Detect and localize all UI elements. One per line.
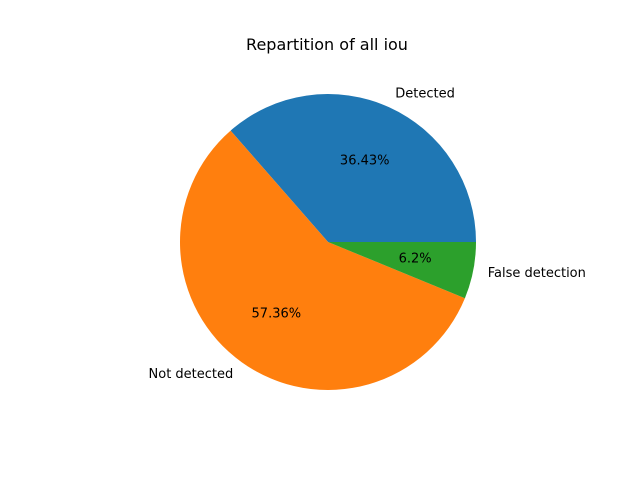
pie-labels: Detected 36.43% Not detected 57.36% False de… [149, 86, 586, 382]
pie-slice-false-detection [328, 242, 476, 299]
slice-label-not-detected: Not detected [149, 367, 234, 382]
slice-label-false-detection: False detection [488, 266, 586, 281]
slice-percent-false-detection: 6.2% [399, 252, 432, 267]
pie-slice-not-detected [180, 130, 465, 390]
slice-percent-detected: 36.43% [340, 154, 390, 169]
pie-slice-detected [230, 93, 477, 242]
slice-label-detected: Detected [395, 86, 455, 101]
pie-slices [180, 93, 477, 390]
chart-title: Repartition of all iou [246, 35, 408, 54]
slice-percent-not-detected: 57.36% [252, 307, 302, 322]
